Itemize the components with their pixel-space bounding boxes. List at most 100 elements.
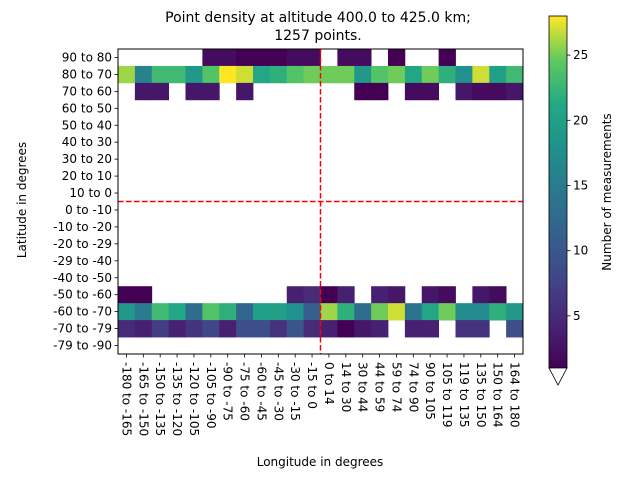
heatmap-cell [388, 49, 406, 67]
heatmap-cell [455, 82, 473, 101]
colorbar-segment [549, 62, 567, 67]
colorbar-segment [549, 321, 567, 325]
colorbar-segment [549, 230, 567, 234]
heatmap-cell [202, 65, 220, 84]
colorbar-segment [549, 27, 567, 32]
colorbar: 5 10 15 20 25 [548, 15, 588, 386]
heatmap-cell [337, 65, 355, 84]
heatmap-cell [455, 320, 473, 338]
colorbar-segment [549, 312, 567, 316]
colorbar-segment [549, 274, 567, 278]
colorbar-segment [549, 238, 567, 243]
heatmap-cell [134, 320, 153, 338]
heatmap-cells [118, 49, 524, 338]
colorbar-segment [549, 101, 567, 105]
colorbar-segment [549, 291, 567, 296]
heatmap-cell [388, 65, 406, 84]
colorbar-segment [549, 148, 567, 152]
x-tick-label: -180 to -165 [119, 362, 133, 436]
y-tick-label: -79 to -90 [53, 339, 112, 353]
x-tick-label: -105 to -90 [204, 362, 218, 429]
heatmap-cell [337, 303, 355, 321]
heatmap-cell [506, 65, 524, 84]
colorbar-segment [549, 39, 567, 43]
colorbar-segment [549, 98, 567, 102]
colorbar-segment [549, 186, 567, 190]
heatmap-cell [421, 286, 440, 304]
heatmap-cell [371, 320, 389, 338]
y-tick-label: -50 to -60 [53, 288, 112, 302]
x-tick-label: 150 to 164 [491, 362, 505, 427]
colorbar-segment [549, 74, 567, 79]
colorbar-segment [549, 212, 567, 216]
colorbar-segment [549, 324, 567, 328]
colorbar-segment [549, 280, 567, 284]
colorbar-segment [549, 156, 567, 161]
colorbar-segment [549, 145, 567, 149]
x-tick-label: -120 to -105 [187, 362, 201, 436]
colorbar-segment [549, 36, 567, 40]
plot-frame [117, 48, 524, 355]
heatmap-cell [134, 82, 153, 101]
heatmap-cell [337, 320, 355, 338]
colorbar-segment [549, 200, 567, 205]
colorbar-segment [549, 344, 567, 348]
colorbar-segment [549, 136, 567, 140]
colorbar-segment [549, 115, 567, 120]
heatmap-cell [134, 286, 153, 304]
x-tick-label: -30 to -15 [288, 362, 302, 421]
colorbar-segment [549, 306, 567, 310]
heatmap-cell [371, 303, 389, 321]
colorbar-extend-min [548, 367, 568, 386]
x-tick-label: 14 to 30 [339, 362, 353, 412]
heatmap-cell [118, 65, 136, 84]
x-tick-label: 74 to 90 [406, 362, 420, 412]
colorbar-segment [549, 224, 567, 228]
heatmap-cell [202, 303, 220, 321]
colorbar-segment [549, 247, 567, 252]
colorbar-segment [549, 80, 567, 84]
y-tick-label: 70 to 60 [62, 84, 112, 98]
colorbar-segment [549, 86, 567, 90]
x-tick-label: 164 to 180 [508, 362, 522, 427]
heatmap-cell [506, 82, 524, 101]
colorbar-segment [549, 347, 567, 351]
heatmap-cell [404, 82, 423, 101]
colorbar-segment [549, 192, 567, 196]
colorbar-segment [549, 177, 567, 181]
colorbar-segment [549, 54, 567, 58]
x-axis-ticks: -180 to -165 -165 to -150 -150 to -135 -135… [119, 354, 522, 436]
heatmap-cell [185, 65, 203, 84]
colorbar-segment [549, 236, 567, 240]
heatmap-cell [489, 286, 507, 304]
y-tick-label: 30 to 20 [62, 152, 112, 166]
heatmap-cell [118, 286, 136, 304]
colorbar-segment [549, 83, 567, 87]
colorbar-segment [549, 133, 567, 137]
colorbar-segment [549, 21, 567, 26]
y-tick-label: 90 to 80 [62, 50, 112, 64]
heatmap-cell [421, 320, 440, 338]
heatmap-cell [472, 286, 490, 304]
x-axis-label: Longitude in degrees [257, 455, 384, 469]
colorbar-segment [549, 18, 567, 23]
colorbar-segment [549, 162, 567, 167]
y-tick-label: 40 to 30 [62, 135, 112, 149]
heatmap-cell [421, 303, 440, 321]
heatmap-cell [472, 303, 490, 321]
colorbar-segment [549, 288, 567, 293]
y-tick-label: 50 to 40 [62, 118, 112, 132]
heatmap-cell [303, 303, 321, 321]
colorbar-segment [549, 121, 567, 126]
heatmap-cell [455, 303, 473, 321]
colorbar-segment [549, 341, 567, 346]
heatmap-cell [404, 320, 423, 338]
colorbar-segment [549, 194, 567, 199]
colorbar-segment [549, 203, 567, 208]
x-tick-label: 135 to 150 [474, 362, 488, 427]
heatmap-cell [388, 303, 406, 321]
colorbar-segment [549, 77, 567, 82]
colorbar-segment [549, 218, 567, 222]
colorbar-segment [549, 65, 567, 70]
colorbar-segment [549, 180, 567, 184]
